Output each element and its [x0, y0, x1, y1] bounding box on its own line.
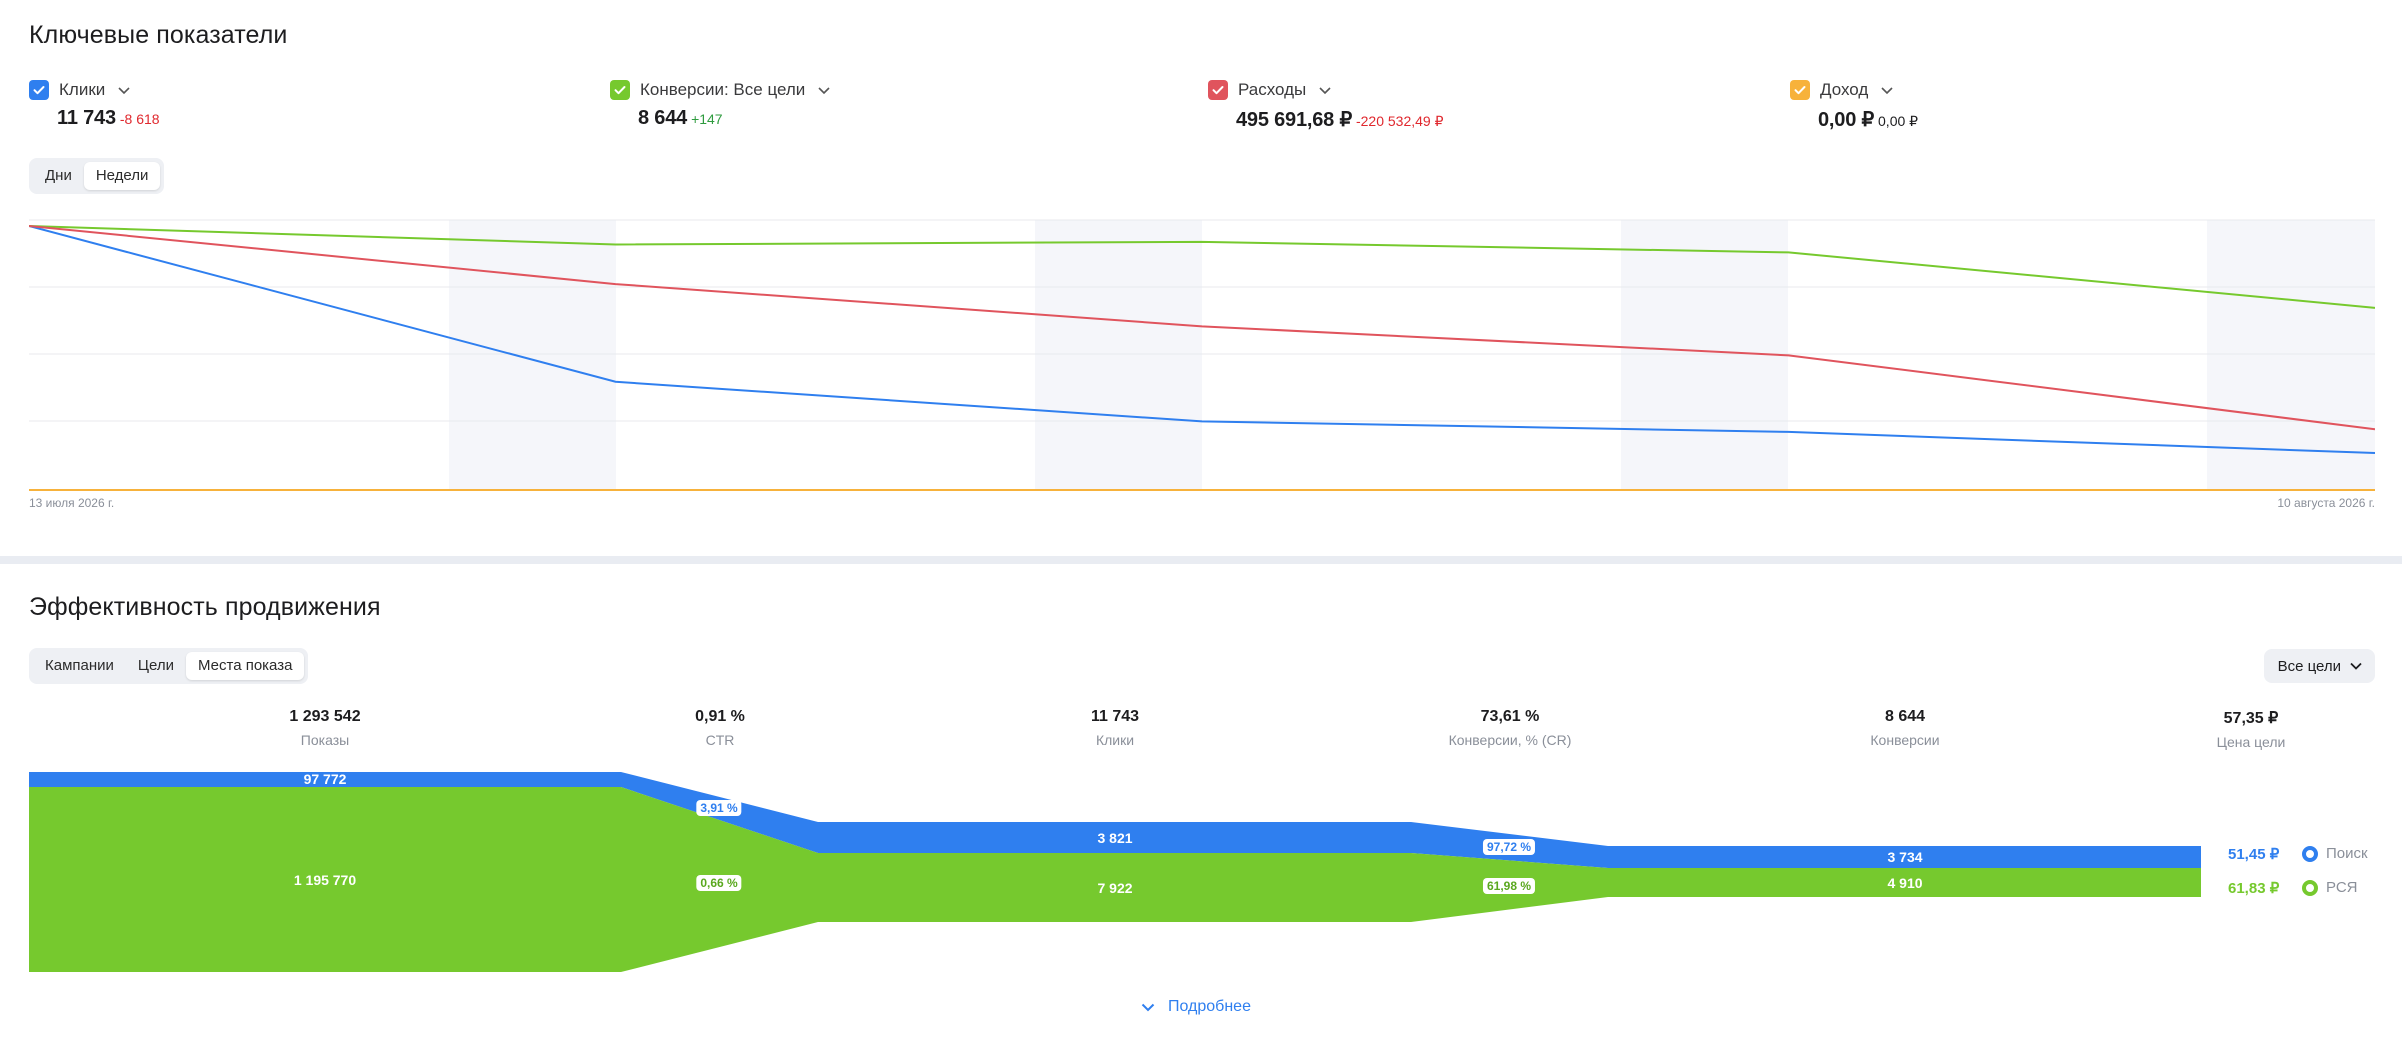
rsya-impressions-value: 1 195 770 [293, 872, 357, 888]
rsya-ctr-badge: 0,66 % [696, 875, 742, 891]
goals-dropdown[interactable]: Все цели [2263, 649, 2375, 683]
metric-delta: -220 532,49 ₽ [1355, 113, 1444, 129]
goals-dropdown-label: Все цели [2277, 657, 2341, 675]
header-label: Клики [1095, 732, 1135, 748]
header-value: 73,61 % [1480, 708, 1540, 725]
header-value: 11 743 [1090, 708, 1140, 725]
metric-conversions[interactable]: Конверсии: Все цели 8 644 +147 [610, 78, 831, 130]
metric-value: 0,00 ₽ [1818, 109, 1875, 131]
header-label: Цена цели [2216, 734, 2286, 750]
chevron-down-icon[interactable] [1318, 83, 1332, 97]
funnel-header-impressions: 1 293 542 Показы [225, 708, 425, 748]
chevron-down-icon[interactable] [817, 83, 831, 97]
header-label: CTR [705, 732, 735, 748]
header-value: 57,35 ₽ [2223, 710, 2279, 727]
header-label: Показы [300, 732, 350, 748]
header-value: 8 644 [1884, 708, 1926, 725]
rsya-clicks-value: 7 922 [1097, 880, 1133, 896]
legend-label: Поиск [2326, 845, 2368, 862]
metric-clicks[interactable]: Клики 11 743 -8 618 [29, 78, 160, 130]
chevron-down-icon[interactable] [1880, 83, 1894, 97]
metric-delta: -8 618 [119, 111, 160, 127]
period-switch: Дни Недели [29, 158, 165, 194]
chevron-down-icon [2350, 662, 2362, 670]
funnel-rsya-conversions[interactable] [1608, 868, 2201, 897]
funnel-header-clicks: 11 743 Клики [1015, 708, 1215, 748]
funnel-header-cr: 73,61 % Конверсии, % (CR) [1410, 708, 1610, 748]
efficiency-tabs: Кампании Цели Места показа [29, 648, 309, 684]
funnel-header-ctr: 0,91 % CTR [620, 708, 820, 748]
header-value: 0,91 % [695, 708, 745, 725]
header-label: Конверсии, % (CR) [1448, 732, 1572, 748]
funnel-header-conversions: 8 644 Конверсии [1805, 708, 2005, 748]
metric-label: Клики [59, 80, 106, 99]
search-impressions-value: 97 772 [303, 771, 347, 787]
legend-search[interactable]: Поиск [2302, 845, 2368, 862]
metric-label: Расходы [1238, 80, 1307, 99]
metric-costs[interactable]: Расходы 495 691,68 ₽ -220 532,49 ₽ [1208, 78, 1444, 132]
series-line-1 [28, 225, 2376, 309]
metric-label: Конверсии: Все цели [640, 80, 806, 99]
metric-revenue[interactable]: Доход 0,00 ₽ 0,00 ₽ [1790, 78, 1918, 132]
weekend-band [2207, 220, 2375, 490]
more-details-link[interactable]: Подробнее [1140, 998, 1251, 1016]
rsya-conversions-value: 4 910 [1887, 875, 1923, 891]
search-ctr-badge: 3,91 % [696, 800, 742, 816]
chevron-down-icon[interactable] [117, 83, 131, 97]
metric-value: 495 691,68 ₽ [1236, 109, 1352, 131]
legend-rsya[interactable]: РСЯ [2302, 879, 2358, 896]
metric-value: 11 743 [57, 107, 116, 129]
tab-days[interactable]: Дни [45, 167, 72, 184]
x-axis-start-label: 13 июля 2026 г. [29, 496, 115, 510]
legend-dot-icon [2302, 879, 2318, 896]
search-conversions-value: 3 734 [1887, 849, 1923, 865]
tab-weeks[interactable]: Недели [83, 162, 161, 190]
funnel-rsya-impressions[interactable] [29, 787, 621, 972]
search-cpa-value: 51,45 ₽ [2228, 846, 2280, 863]
metrics-line-chart [28, 214, 2376, 494]
key-metrics-title: Ключевые показатели [29, 21, 288, 49]
checkbox-checked-icon[interactable] [29, 80, 49, 100]
line-chart-svg [28, 219, 2376, 491]
funnel-rsya-clicks[interactable] [818, 853, 1411, 922]
key-metrics-card: Ключевые показатели Клики 11 743 -8 618 … [0, 0, 2402, 556]
legend-dot-icon [2302, 845, 2318, 862]
search-cr-badge: 97,72 % [1482, 839, 1536, 855]
checkbox-checked-icon[interactable] [1790, 80, 1810, 100]
series-line-2 [28, 225, 2376, 431]
more-details-label: Подробнее [1168, 998, 1251, 1015]
funnel-search-clicks[interactable] [818, 822, 1411, 853]
funnel-header-cpa: 57,35 ₽ Цена цели [2151, 708, 2351, 750]
placements-funnel [29, 772, 2201, 972]
funnel-search-conversions[interactable] [1608, 846, 2201, 868]
checkbox-checked-icon[interactable] [1208, 80, 1228, 100]
rsya-cpa-value: 61,83 ₽ [2228, 880, 2280, 897]
x-axis-end-label: 10 августа 2026 г. [2277, 496, 2375, 510]
metric-label: Доход [1820, 80, 1869, 99]
efficiency-title: Эффективность продвижения [29, 593, 381, 621]
checkbox-checked-icon[interactable] [610, 80, 630, 100]
metric-delta: +147 [691, 111, 723, 127]
weekend-band [449, 220, 616, 490]
legend-label: РСЯ [2326, 879, 2358, 896]
header-value: 1 293 542 [289, 708, 361, 725]
tab-goals[interactable]: Цели [137, 657, 174, 674]
funnel-search-impressions[interactable] [29, 772, 621, 787]
chevron-down-icon [1141, 1003, 1155, 1012]
tab-campaigns[interactable]: Кампании [45, 657, 114, 674]
header-label: Конверсии [1870, 732, 1940, 748]
metric-value: 8 644 [638, 107, 688, 129]
search-clicks-value: 3 821 [1097, 830, 1133, 846]
weekend-band [1621, 220, 1788, 490]
tab-placements[interactable]: Места показа [185, 652, 305, 680]
metric-delta: 0,00 ₽ [1878, 113, 1919, 129]
series-line-0 [28, 225, 2376, 455]
weekend-band [1035, 220, 1202, 490]
rsya-cr-badge: 61,98 % [1482, 878, 1536, 894]
